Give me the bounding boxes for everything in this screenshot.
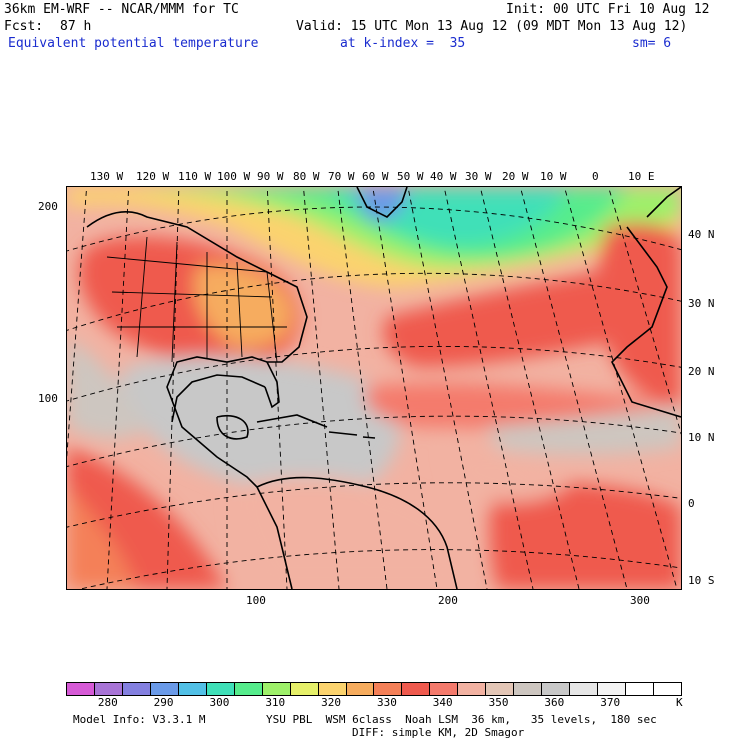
colorbar-swatch [67, 683, 95, 695]
y-grid-label: 100 [38, 392, 58, 405]
x-grid-label: 100 [246, 594, 266, 607]
colorbar-label: 360 [544, 696, 565, 709]
x-grid-label: 300 [630, 594, 650, 607]
lat-label: 0 [688, 497, 695, 510]
lat-label: 10 S [688, 574, 715, 587]
lon-label: 110 W [178, 170, 212, 183]
state-borders [106, 236, 287, 363]
lon-label: 20 W [502, 170, 529, 183]
colorbar-swatch [402, 683, 431, 695]
colorbar-label: 310 [265, 696, 286, 709]
colorbar-swatch [654, 683, 681, 695]
colorbar-swatch [346, 683, 375, 695]
colorbar-swatch [150, 683, 179, 695]
colorbar-label: 290 [153, 696, 174, 709]
smoothing-info: sm= 6 [632, 36, 672, 51]
lon-label: 50 W [397, 170, 424, 183]
colorbar-label: 320 [321, 696, 341, 709]
colorbar-swatch [626, 683, 655, 695]
colorbar-units: K [676, 696, 683, 709]
level-info: at k-index = 35 [340, 36, 466, 51]
colorbar-label: 350 [488, 696, 509, 709]
y-grid-label: 200 [38, 200, 58, 213]
colorbar-swatch [122, 683, 151, 695]
graticule [67, 187, 681, 589]
map-canvas [67, 187, 681, 589]
lon-label: 130 W [90, 170, 124, 183]
physics-info: YSU PBL WSM 6class Noah LSM 36 km, 35 le… [266, 713, 657, 726]
forecast-hour: 87 h [60, 19, 92, 34]
colorbar-swatch [374, 683, 403, 695]
colorbar-label: 300 [209, 696, 230, 709]
lon-label: 30 W [465, 170, 492, 183]
colorbar [66, 682, 682, 696]
diffusion-info: DIFF: simple KM, 2D Smagor [352, 726, 525, 739]
valid-time: Valid: 15 UTC Mon 13 Aug 12 (09 MDT Mon … [296, 19, 688, 34]
colorbar-swatch [178, 683, 207, 695]
colorbar-swatch [598, 683, 627, 695]
lat-label: 20 N [688, 365, 715, 378]
lat-label: 40 N [688, 228, 715, 241]
lon-label: 90 W [257, 170, 284, 183]
lon-label: 10 W [540, 170, 567, 183]
colorbar-swatch [458, 683, 487, 695]
coastlines [86, 187, 681, 589]
lon-label: 0 [592, 170, 599, 183]
colorbar-label: 330 [376, 696, 397, 709]
x-grid-label: 200 [438, 594, 458, 607]
colorbar-label: 340 [432, 696, 453, 709]
colorbar-swatch [430, 683, 459, 695]
lon-label: 120 W [136, 170, 170, 183]
colorbar-label: 370 [600, 696, 621, 709]
lon-label: 70 W [328, 170, 355, 183]
lat-label: 30 N [688, 297, 715, 310]
colorbar-swatch [206, 683, 235, 695]
lon-label: 80 W [293, 170, 320, 183]
forecast-label: Fcst: [4, 19, 44, 34]
colorbar-swatch [94, 683, 123, 695]
model-info: Model Info: V3.3.1 M [73, 713, 206, 726]
lon-label: 100 W [217, 170, 251, 183]
colorbar-swatch [514, 683, 543, 695]
lat-label: 10 N [688, 431, 715, 444]
colorbar-label: 280 [97, 696, 118, 709]
colorbar-swatch [542, 683, 571, 695]
field-name: Equivalent potential temperature [8, 36, 259, 51]
colorbar-swatch [318, 683, 347, 695]
colorbar-swatch [262, 683, 291, 695]
model-title: 36km EM-WRF -- NCAR/MMM for TC [4, 2, 239, 17]
colorbar-swatch [290, 683, 319, 695]
colorbar-swatch [486, 683, 515, 695]
lon-label: 40 W [430, 170, 457, 183]
init-time: Init: 00 UTC Fri 10 Aug 12 [506, 2, 710, 17]
lon-label: 10 E [628, 170, 655, 183]
theta-e-field [67, 187, 681, 589]
theta-e-map [66, 186, 682, 590]
lon-label: 60 W [362, 170, 389, 183]
colorbar-swatch [570, 683, 599, 695]
colorbar-swatch [234, 683, 263, 695]
